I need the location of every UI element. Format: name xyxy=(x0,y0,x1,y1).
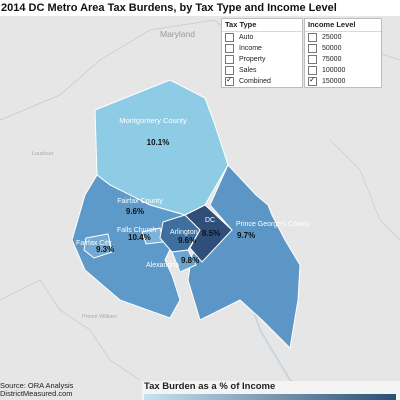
region-fairfax-county[interactable] xyxy=(71,174,186,319)
option-label: 75000 xyxy=(322,56,342,63)
checkbox[interactable] xyxy=(308,44,317,53)
region-name-label: Fairfax City xyxy=(76,240,112,247)
place-label: Prince William xyxy=(82,314,117,320)
option-label: 50000 xyxy=(322,45,342,52)
filter-option-sales[interactable]: Sales xyxy=(222,65,302,76)
checkbox[interactable] xyxy=(225,66,234,75)
state-label: Maryland xyxy=(160,29,195,39)
checkbox[interactable] xyxy=(225,33,234,42)
option-label: Auto xyxy=(239,34,254,41)
boundary-line xyxy=(329,139,400,241)
region-value-label: 9.8% xyxy=(181,256,199,265)
region-fairfax-city[interactable] xyxy=(83,233,113,259)
region-value-label: 8.5% xyxy=(202,229,220,238)
checkbox[interactable] xyxy=(225,55,234,64)
region-name-label: Arlington xyxy=(170,229,198,236)
region-value-label: 9.7% xyxy=(237,231,255,240)
region-name-label: DC xyxy=(205,217,215,224)
filter-option-75000[interactable]: 75000 xyxy=(305,54,381,65)
filter-option-50000[interactable]: 50000 xyxy=(305,43,381,54)
legend-title: Tax Burden as a % of Income xyxy=(144,381,276,392)
checkbox[interactable] xyxy=(308,66,317,75)
region-name-label: Falls Church xyxy=(117,227,156,234)
boundary-line xyxy=(0,279,141,381)
checkbox[interactable] xyxy=(225,75,234,86)
filter-option-auto[interactable]: Auto xyxy=(222,32,302,43)
region-value-label: 9.3% xyxy=(96,245,114,254)
color-legend: Tax Burden as a % of Income xyxy=(142,381,400,400)
filter-title: Tax Type xyxy=(222,19,302,32)
option-label: Income xyxy=(239,45,262,52)
place-label: Loudoun xyxy=(32,151,53,157)
filter-option-combined[interactable]: Combined xyxy=(222,75,302,87)
region-value-label: 10.1% xyxy=(147,138,170,147)
option-label: 150000 xyxy=(322,78,346,85)
region-value-label: 9.6% xyxy=(126,207,144,216)
option-label: Sales xyxy=(239,67,257,74)
source-link[interactable]: DistrictMeasured.com xyxy=(0,389,73,398)
map-title: 2014 DC Metro Area Tax Burdens, by Tax T… xyxy=(0,0,400,16)
filter-option-25000[interactable]: 25000 xyxy=(305,32,381,43)
filter-title: Income Level xyxy=(305,19,381,32)
region-name-label: Prince George's County xyxy=(236,221,311,228)
region-alexandria[interactable] xyxy=(171,249,197,273)
checkbox[interactable] xyxy=(308,75,317,86)
source-line: Source: ORA Analysis xyxy=(0,381,74,390)
region-value-label: 10.4% xyxy=(128,233,151,242)
checkbox[interactable] xyxy=(225,44,234,53)
option-label: Property xyxy=(239,56,266,63)
region-name-label: Montgomery County xyxy=(119,116,187,125)
income-level-filter: Income Level 25000 50000 75000 100000 15… xyxy=(304,18,382,88)
legend-gradient-bar xyxy=(144,394,396,400)
checkbox[interactable] xyxy=(308,55,317,64)
filter-option-income[interactable]: Income xyxy=(222,43,302,54)
option-label: 100000 xyxy=(322,67,346,74)
region-dc[interactable] xyxy=(184,204,233,263)
checkbox[interactable] xyxy=(308,33,317,42)
filter-option-100000[interactable]: 100000 xyxy=(305,65,381,76)
filter-option-property[interactable]: Property xyxy=(222,54,302,65)
region-value-label: 9.6% xyxy=(178,236,196,245)
tax-type-filter: Tax Type Auto Income Property Sales Comb… xyxy=(221,18,303,88)
region-name-label: Fairfax County xyxy=(117,198,163,205)
option-label: 25000 xyxy=(322,34,342,41)
option-label: Combined xyxy=(239,78,271,85)
region-name-label: Alexandria xyxy=(146,262,179,269)
source-note: Source: ORA Analysis DistrictMeasured.co… xyxy=(0,382,73,398)
filter-option-150000[interactable]: 150000 xyxy=(305,75,381,87)
